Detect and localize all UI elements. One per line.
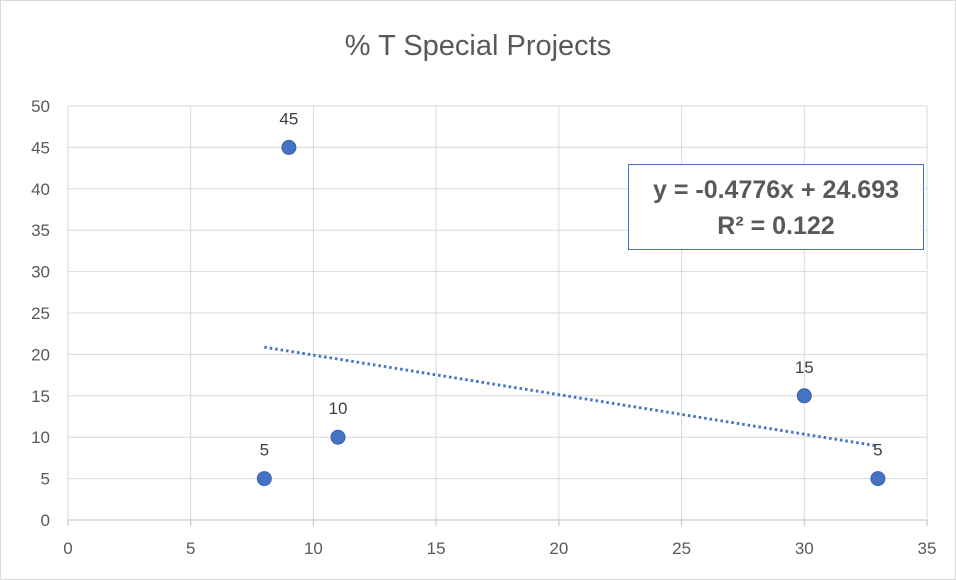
- y-tick-label-2: 10: [31, 428, 50, 447]
- trendline-equation-box: y = -0.4776x + 24.693 R² = 0.122: [628, 164, 924, 250]
- x-tick-label-2: 10: [304, 539, 323, 558]
- y-tick-label-8: 40: [31, 180, 50, 199]
- trendline: [264, 345, 879, 448]
- data-point-3: [796, 388, 812, 404]
- data-points: [256, 139, 886, 487]
- x-tick-label-1: 5: [186, 539, 195, 558]
- data-point-2: [330, 429, 346, 445]
- data-label-0: 5: [260, 441, 269, 460]
- y-tick-label-0: 0: [41, 511, 50, 530]
- data-point-0: [256, 471, 272, 487]
- trendline-equation: y = -0.4776x + 24.693: [652, 176, 900, 204]
- y-tick-labels: 0 5 10 15 20 25 30 35 40 45 50: [31, 97, 50, 530]
- chart-title: % T Special Projects: [344, 30, 612, 62]
- x-tick-label-3: 15: [427, 539, 446, 558]
- y-tick-label-9: 45: [31, 138, 50, 157]
- trendline-r-squared: R² = 0.122: [717, 212, 835, 240]
- y-tick-label-4: 20: [31, 345, 50, 364]
- data-point-1: [281, 139, 297, 155]
- x-tick-label-7: 35: [918, 539, 937, 558]
- data-label-1: 45: [279, 109, 298, 128]
- y-tick-label-1: 5: [41, 470, 50, 489]
- x-tick-label-6: 30: [795, 539, 814, 558]
- y-tick-label-6: 30: [31, 263, 50, 282]
- data-label-4: 5: [873, 441, 882, 460]
- y-tick-label-5: 25: [31, 304, 50, 323]
- data-label-2: 10: [329, 399, 348, 418]
- data-label-3: 15: [795, 358, 814, 377]
- y-gridlines: [68, 105, 927, 480]
- x-tick-labels: 0 5 10 15 20 25 30 35: [63, 539, 936, 558]
- x-tick-label-0: 0: [63, 539, 72, 558]
- y-tick-label-3: 15: [31, 387, 50, 406]
- y-tick-label-7: 35: [31, 221, 50, 240]
- x-tick-label-5: 25: [672, 539, 691, 558]
- x-tick-label-4: 20: [549, 539, 568, 558]
- data-point-4: [870, 471, 886, 487]
- data-labels: 5 45 10 15 5: [260, 109, 883, 459]
- y-tick-label-10: 50: [31, 97, 50, 116]
- trendline-group: [264, 345, 879, 448]
- axes: [67, 106, 928, 526]
